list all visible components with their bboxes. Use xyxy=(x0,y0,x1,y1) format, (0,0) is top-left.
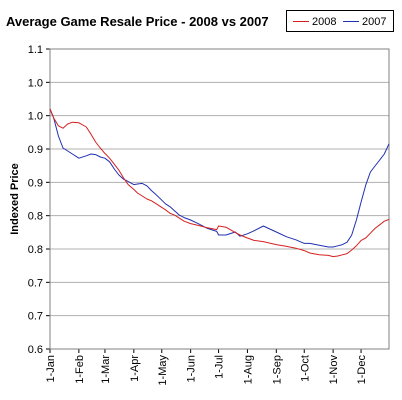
x-tick-label: 1-Nov xyxy=(328,355,340,385)
legend-swatch-2008 xyxy=(293,20,309,22)
legend-label-2008: 2008 xyxy=(312,16,337,28)
y-tick-label: 0.6 xyxy=(28,344,43,356)
y-tick-label: 0.9 xyxy=(28,144,43,156)
chart-title: Average Game Resale Price - 2008 vs 2007 xyxy=(6,14,269,29)
series-line-2008 xyxy=(49,108,390,258)
x-tick-label: 1-Dec xyxy=(356,355,368,385)
y-tick-label: 0.7 xyxy=(28,311,43,323)
y-tick-label: 0.8 xyxy=(28,244,43,256)
x-tick-label: 1-Oct xyxy=(299,355,311,382)
y-tick-label: 1.0 xyxy=(28,77,43,89)
y-tick-label: 0.8 xyxy=(28,211,43,223)
x-tick-label: 1-Mar xyxy=(100,355,112,384)
x-tick-label: 1-Sep xyxy=(271,355,283,384)
x-tick-label: 1-Apr xyxy=(129,355,141,382)
y-axis-title: Indexed Price xyxy=(9,163,21,235)
legend-item-2007: 2007 xyxy=(343,15,386,29)
plot-border xyxy=(49,48,390,350)
x-tick-label: 1-Aug xyxy=(242,355,254,384)
y-tick-label: 1.0 xyxy=(28,111,43,123)
x-tick-label: 1-Jan xyxy=(45,355,57,383)
legend: 2008 2007 xyxy=(286,10,394,32)
x-tick-label: 1-Jul xyxy=(214,355,226,379)
legend-item-2008: 2008 xyxy=(293,15,336,29)
series-line-2007 xyxy=(49,108,390,248)
legend-swatch-2007 xyxy=(343,20,359,22)
legend-label-2007: 2007 xyxy=(362,16,387,28)
y-tick-label: 0.7 xyxy=(28,277,43,289)
x-tick-label: 1-Feb xyxy=(74,355,86,384)
x-tick-label: 1-Jun xyxy=(186,355,198,383)
y-tick-label: 0.9 xyxy=(28,177,43,189)
x-tick-label: 1-May xyxy=(157,355,169,386)
y-tick-label: 1.1 xyxy=(28,44,43,56)
